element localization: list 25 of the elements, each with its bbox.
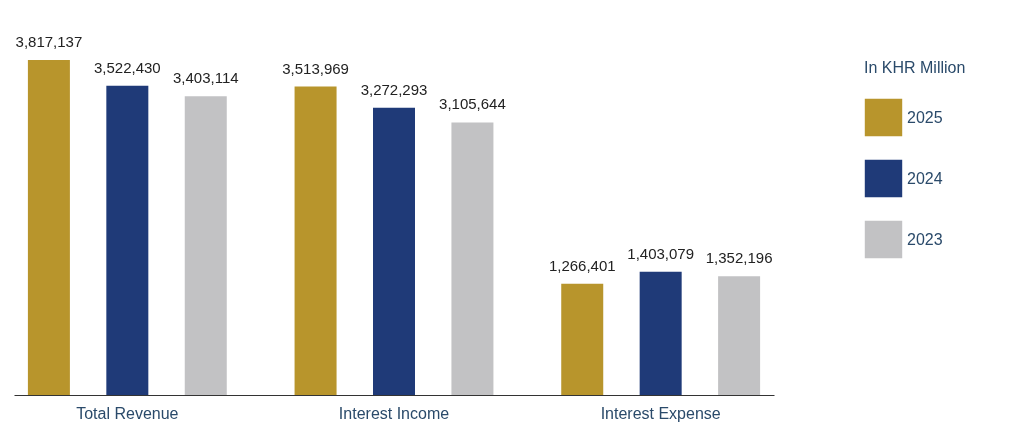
data-label: 3,522,430 (93, 58, 161, 76)
legend-label: 2024 (907, 169, 943, 187)
bar (561, 283, 604, 395)
data-label: 3,403,114 (172, 69, 239, 87)
data-label: 1,352,196 (705, 249, 773, 267)
bar (373, 107, 415, 395)
x-tick-label: Total Revenue (76, 404, 179, 422)
data-label: 3,513,969 (282, 59, 349, 77)
legend-title: In KHR Million (864, 59, 966, 76)
data-label: 3,817,137 (15, 33, 83, 50)
x-tick-label: Interest Income (338, 404, 450, 422)
data-label: 1,266,401 (548, 256, 616, 274)
legend-label: 2023 (907, 230, 943, 248)
x-tick-label: Interest Expense (600, 404, 721, 422)
bar (184, 96, 227, 395)
data-label: 3,105,644 (439, 95, 506, 113)
data-label: 1,403,079 (627, 244, 695, 262)
bar (27, 60, 70, 395)
bar (718, 276, 761, 395)
bar (294, 86, 337, 395)
data-label: 3,272,293 (360, 80, 428, 98)
bar (451, 122, 494, 395)
bar (639, 271, 682, 395)
bar (106, 85, 149, 395)
legend-label: 2025 (907, 108, 943, 126)
